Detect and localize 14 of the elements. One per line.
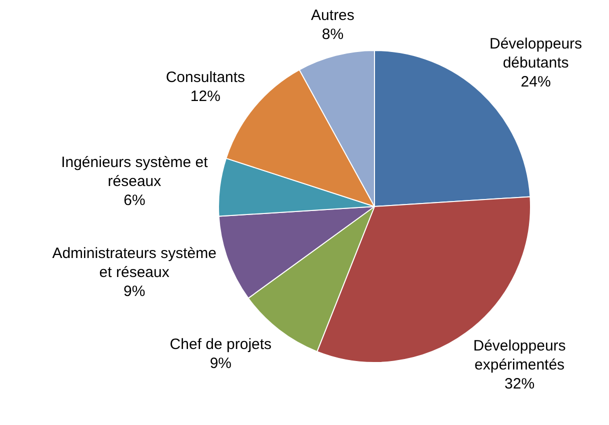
slice-label: Développeurs expérimentés — [473, 338, 566, 374]
slice-label: Consultants — [166, 68, 246, 86]
data-label: 8% — [322, 26, 344, 44]
data-label: 9% — [210, 354, 232, 372]
data-label: 6% — [124, 192, 146, 210]
data-label: 12% — [190, 88, 220, 105]
slice-label: Autres — [311, 7, 354, 24]
data-label: 32% — [504, 376, 535, 393]
data-label: 24% — [520, 73, 551, 90]
slice-label: Développeurs débutants — [490, 35, 582, 72]
slice-label: Administrateurs système et réseaux — [52, 245, 216, 282]
slice-label: Chef de projets — [170, 336, 272, 353]
data-label: 9% — [123, 283, 146, 300]
slice-label: Ingénieurs système et réseaux — [61, 154, 209, 190]
